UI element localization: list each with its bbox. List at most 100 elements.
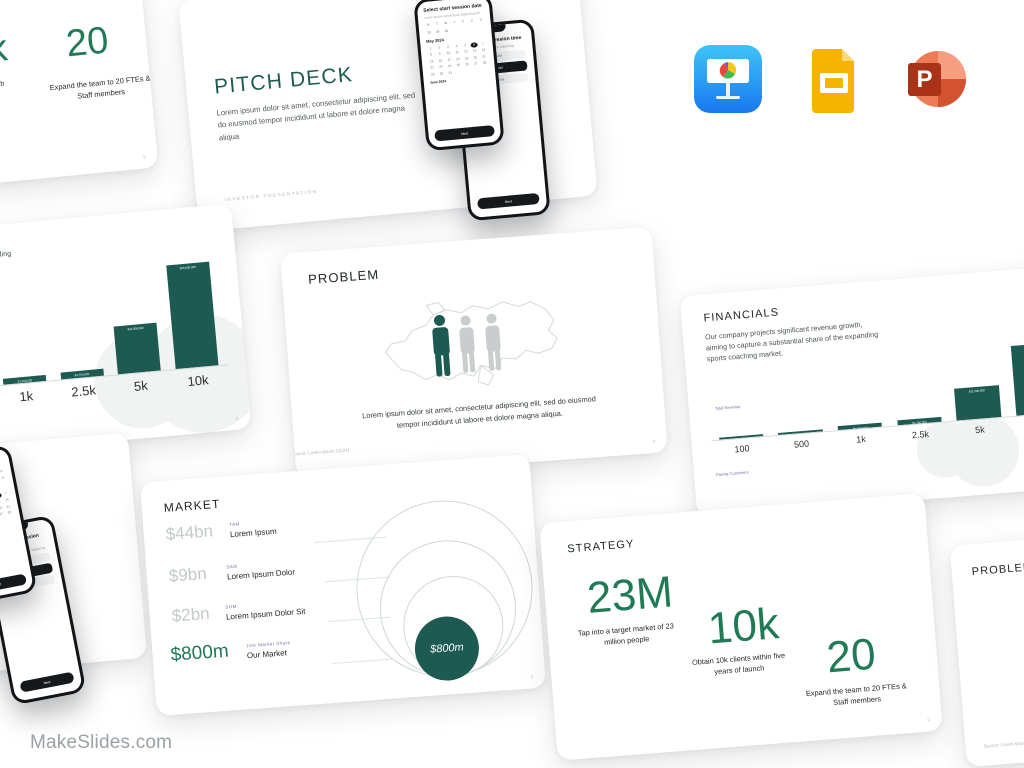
- strategy-partial-number: k: [0, 27, 10, 71]
- slide-market[interactable]: MARKET $44bn TAM Lorem Ipsum $9bn SAM Lo…: [139, 454, 547, 716]
- phone-next-button[interactable]: Next: [19, 671, 75, 693]
- highlighted-person-icon: [432, 314, 451, 377]
- bar-column: $1,750,000: [884, 349, 949, 426]
- calendar-day[interactable]: 7: [4, 491, 8, 496]
- calendar-weekday: T: [435, 21, 439, 26]
- calendar-day[interactable]: 9: [438, 51, 441, 57]
- calendar-day[interactable]: 27: [473, 61, 478, 66]
- bar-value-label: $25,000,000: [179, 264, 196, 271]
- phone-mockup-front[interactable]: Select start session date Lorem ipsum co…: [413, 0, 505, 152]
- slide-financials-left-crop[interactable]: Our company projects significant revenue…: [0, 203, 252, 467]
- google-slides-icon[interactable]: [800, 45, 868, 113]
- problem-right-source: Source: Lorem Ipsum (2024): [983, 739, 1024, 749]
- calendar-day[interactable]: 25: [456, 63, 461, 68]
- calendar-day[interactable]: 3: [446, 44, 449, 49]
- calendar-day[interactable]: 20: [473, 55, 478, 60]
- calendar-next-button[interactable]: Next: [0, 573, 28, 596]
- problem-title: PROBLEM: [307, 266, 380, 287]
- calendar-weekday: F: [462, 19, 465, 24]
- powerpoint-icon[interactable]: P: [902, 45, 970, 113]
- calendar-day[interactable]: 11: [455, 50, 459, 55]
- calendar-day[interactable]: 19: [464, 55, 469, 61]
- calendar-day[interactable]: 31: [448, 70, 453, 75]
- market-value-som: $2bn: [171, 603, 211, 626]
- phone-bl-front-heading: Select start session date: [0, 455, 4, 478]
- market-value-our: $800m: [169, 640, 230, 666]
- leader-line: [331, 658, 394, 665]
- bar-chart-left-crop: $1,350,000 $1,750,000 $11,500,000 $25,000,0…: [0, 259, 225, 385]
- chart-category-label: 100: [734, 443, 750, 455]
- calendar-day[interactable]: 14: [481, 47, 486, 53]
- chart-category-label: 500: [793, 438, 810, 450]
- strategy-number-3: 20: [824, 629, 878, 683]
- calendar-day[interactable]: 12: [464, 49, 468, 54]
- market-value-sam: $9bn: [168, 563, 208, 586]
- market-value-tam: $44bn: [165, 521, 214, 544]
- bar-value-label: $11,500,000: [968, 388, 985, 394]
- calendar-day-grid[interactable]: 1234567891011121314151617181920212223242…: [0, 491, 15, 532]
- page-number: 9: [142, 154, 146, 160]
- market-tag-our: 10% Market Share: [246, 640, 291, 649]
- calendar-day[interactable]: 8: [429, 52, 433, 57]
- strategy-number-1: 23M: [585, 567, 675, 623]
- calendar-day[interactable]: 29: [430, 71, 435, 77]
- calendar-day[interactable]: 21: [482, 54, 486, 59]
- bar-value-label: $11,500,000: [127, 326, 144, 332]
- bar-column: $11,500,000: [944, 345, 1009, 422]
- slide-problem[interactable]: PROBLEM: [280, 226, 668, 480]
- calendar-day[interactable]: 21: [6, 503, 11, 509]
- calendar-day[interactable]: 26: [465, 62, 470, 67]
- calendar-day[interactable]: 1: [429, 46, 432, 51]
- slide-strategy[interactable]: STRATEGY 23M Tap into a target market of…: [539, 493, 943, 761]
- calendar-day[interactable]: 2: [438, 45, 441, 50]
- market-tag-tam: TAM: [229, 521, 240, 528]
- slide-strategy-topleft[interactable]: k s within nch 20 Expand the team to 20 …: [0, 0, 159, 196]
- calendar-prev-day[interactable]: 29: [435, 29, 440, 34]
- calendar-day[interactable]: 17: [447, 57, 451, 62]
- calendar-next-button[interactable]: Next: [434, 125, 495, 142]
- calendar-day[interactable]: 28: [7, 510, 12, 515]
- calendar-day[interactable]: 22: [430, 65, 435, 70]
- calendar-day[interactable]: 24: [447, 63, 452, 69]
- calendar-day-selected[interactable]: 6: [470, 42, 479, 48]
- calendar-day[interactable]: 15: [429, 59, 434, 64]
- market-title: MARKET: [163, 496, 221, 515]
- chart-bar: $11,500,000: [114, 322, 161, 375]
- calendar-prev-day[interactable]: 28: [427, 30, 431, 35]
- calendar-day[interactable]: 28: [482, 60, 487, 65]
- page-number: 3: [652, 438, 656, 445]
- strategy-caption-2: Obtain 10k clients within five years of …: [691, 650, 786, 676]
- pitch-deck-body: Lorem ipsum dolor sit amet, consectetur …: [216, 90, 416, 143]
- calendar-weekday: S: [479, 17, 482, 22]
- market-name-tam: Lorem Ipsum: [229, 526, 277, 540]
- calendar-day[interactable]: 4: [455, 44, 458, 49]
- chart-x-axis-label: Paying Customers: [715, 469, 749, 478]
- calendar-day[interactable]: 13: [472, 48, 477, 54]
- chart-bar: $11,500,000: [954, 384, 1002, 421]
- map-illustration: [372, 285, 579, 399]
- phone-next-button[interactable]: Next: [477, 193, 540, 210]
- calendar-day[interactable]: 30: [439, 71, 444, 76]
- problem-right-title: PROBLEM: [971, 561, 1024, 579]
- slide-problem-right-crop[interactable]: PROBLEM Source: Lorem Ipsum (2024): [949, 526, 1024, 768]
- market-name-sam: Lorem Ipsum Dolor: [226, 567, 296, 582]
- calendar-day[interactable]: 5: [464, 43, 467, 48]
- calendar-weekday: S: [470, 18, 474, 23]
- calendar-day[interactable]: 7: [481, 41, 484, 46]
- chart-bar: $25,000,000: [166, 261, 219, 370]
- calendar-day[interactable]: 23: [438, 64, 443, 69]
- calendar-weekday: T: [453, 20, 456, 25]
- calendar-day[interactable]: 27: [0, 511, 4, 517]
- calendar-day[interactable]: 16: [438, 58, 443, 63]
- calendar-day[interactable]: 18: [455, 56, 460, 61]
- strategy-number-20: 20: [64, 19, 111, 66]
- calendar-prev-day[interactable]: 30: [444, 28, 449, 34]
- keynote-icon[interactable]: [694, 45, 762, 113]
- calendar-day[interactable]: 10: [446, 51, 451, 56]
- strategy-number-2: 10k: [706, 599, 781, 654]
- problem-body: Lorem ipsum dolor sit amet, consectetur …: [361, 394, 597, 430]
- calendar-day[interactable]: 14: [4, 497, 10, 503]
- slide-financials[interactable]: FINANCIALS Our company projects signific…: [679, 264, 1024, 518]
